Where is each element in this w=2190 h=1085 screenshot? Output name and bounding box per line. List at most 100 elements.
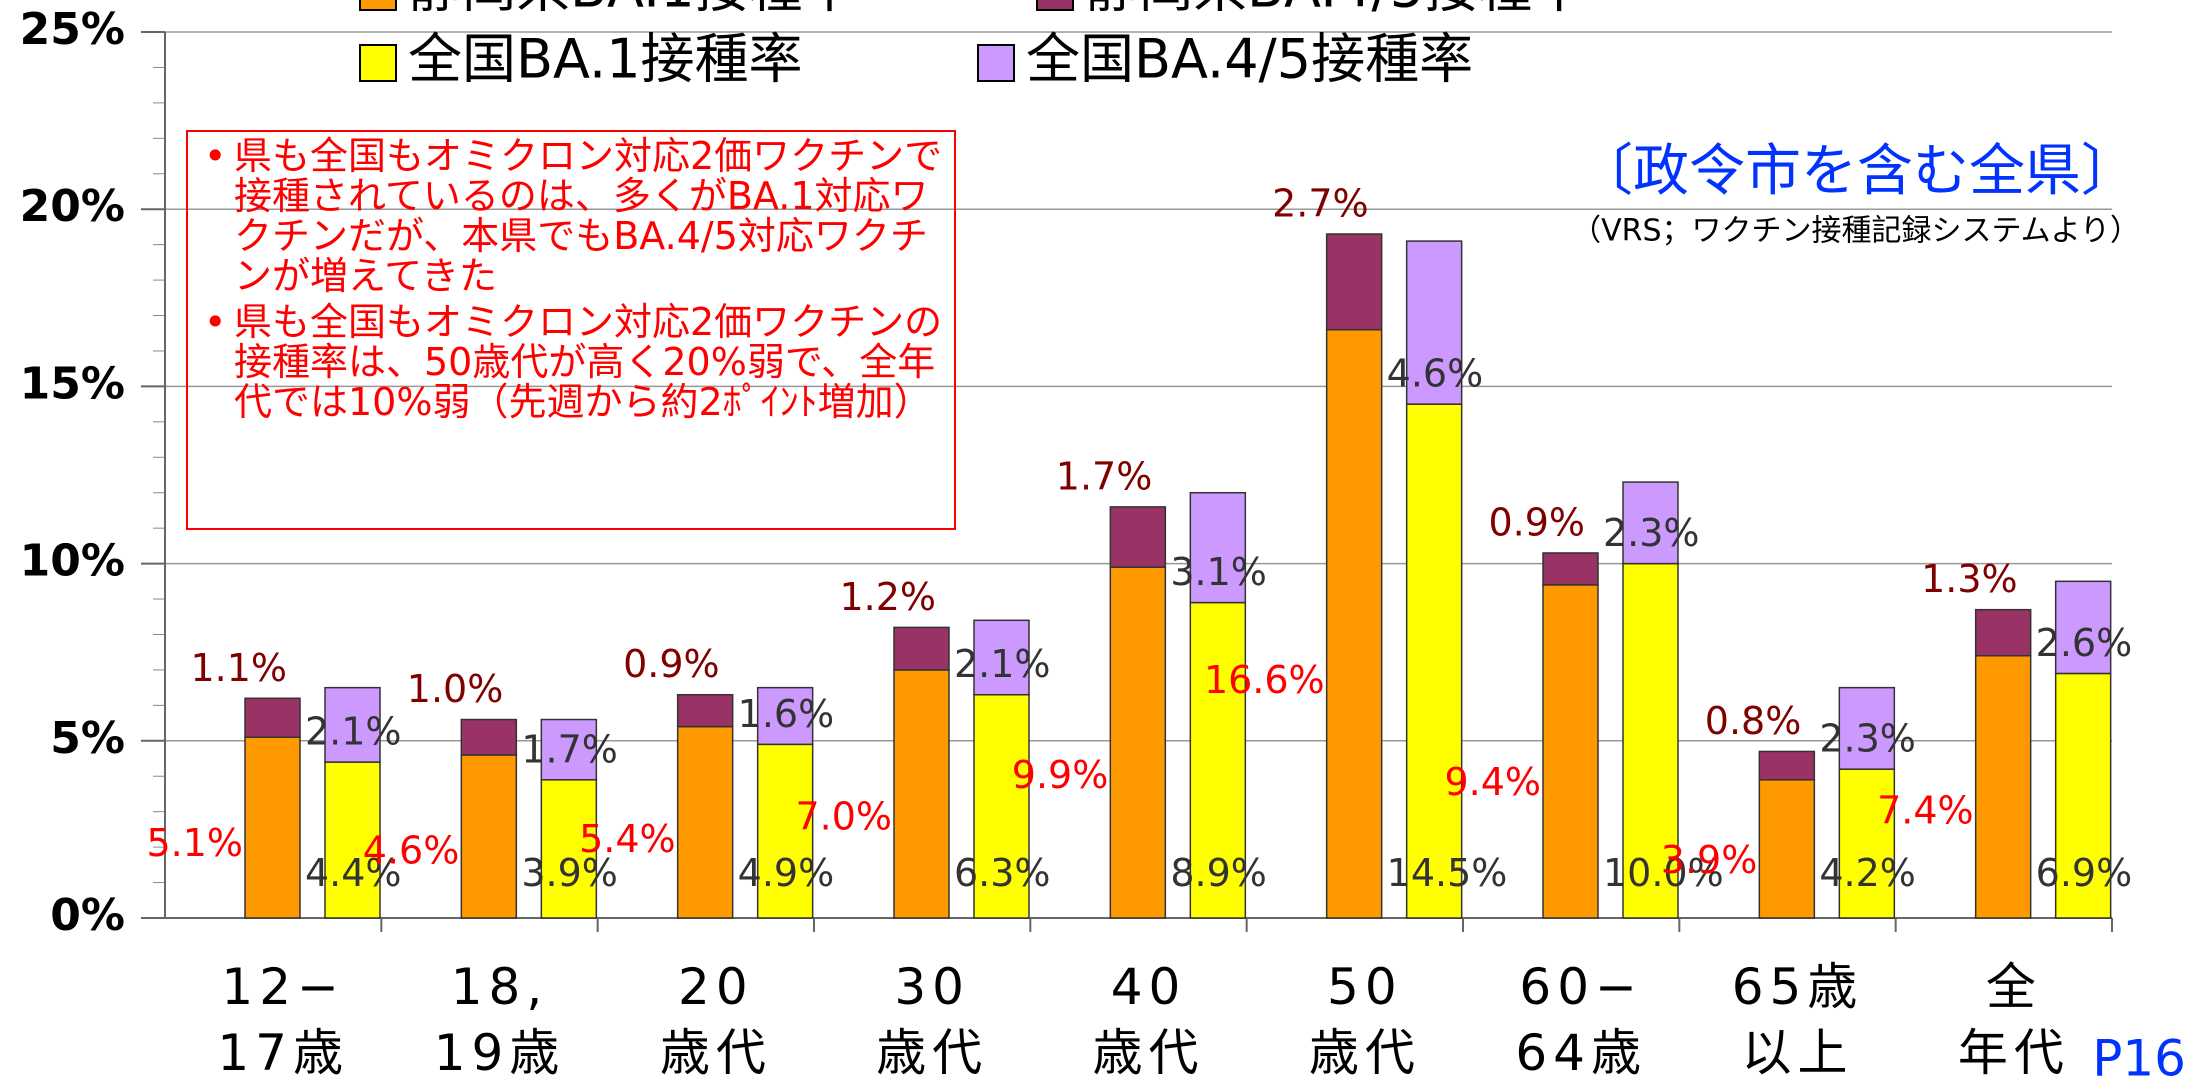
- y-tick-label: 5%: [50, 713, 125, 764]
- legend-swatch: [359, 0, 397, 11]
- bar-segment: [1325, 328, 1383, 919]
- bar-segment: [1189, 491, 1247, 604]
- bar-segment: [540, 718, 598, 781]
- x-tick-label: 40 歳代: [1093, 958, 1205, 1082]
- bar-segment: [1758, 750, 1816, 781]
- bar-segment: [1542, 552, 1599, 586]
- bar-segment: [1838, 768, 1896, 919]
- value-label: 4.6%: [1387, 352, 1484, 396]
- value-label: 3.1%: [1170, 550, 1267, 594]
- x-tick-label: 30 歳代: [876, 958, 988, 1082]
- bar-segment: [324, 686, 381, 763]
- bar-segment: [1838, 686, 1896, 770]
- value-label: 4.4%: [305, 851, 402, 895]
- bar-segment: [244, 697, 301, 739]
- legend-label: 静岡県BA.1接種率: [408, 0, 857, 20]
- value-label: 7.4%: [1877, 789, 1974, 833]
- notes-box: 県も全国もオミクロン対応2価ワクチンで接種されているのは、多くがBA.1対応ワク…: [186, 130, 956, 530]
- source-note: （VRS；ワクチン接種記録システムより）: [1571, 214, 2140, 249]
- value-label: 2.1%: [954, 642, 1051, 686]
- bar-segment: [1622, 562, 1679, 919]
- bar-segment: [1325, 233, 1383, 331]
- bar-segment: [460, 754, 518, 919]
- value-label: 10.0%: [1603, 851, 1724, 895]
- bar-segment: [1974, 608, 2032, 657]
- note: 県も全国もオミクロン対応2価ワクチンで接種されているのは、多くがBA.1対応ワク…: [196, 136, 946, 296]
- value-label: 1.1%: [190, 646, 287, 690]
- value-label: 1.0%: [407, 667, 504, 711]
- value-label: 14.5%: [1387, 851, 1508, 895]
- bar-segment: [2054, 580, 2112, 675]
- value-label: 1.7%: [1056, 454, 1153, 498]
- value-label: 1.6%: [738, 692, 835, 736]
- value-label: 0.9%: [1488, 500, 1585, 544]
- value-label: 2.1%: [305, 710, 402, 754]
- value-label: 2.7%: [1272, 182, 1369, 226]
- bar-segment: [676, 725, 734, 919]
- value-label: 4.9%: [738, 851, 835, 895]
- value-label: 5.1%: [146, 821, 243, 865]
- page-number: P16: [2092, 1030, 2186, 1085]
- legend-label: 全国BA.1接種率: [408, 28, 803, 91]
- scope-note: 〔政令市を含む全県〕: [1577, 139, 2137, 204]
- bar-segment: [1405, 403, 1463, 919]
- value-label: 2.6%: [2036, 621, 2133, 665]
- x-tick-label: 65歳以上: [1732, 958, 1864, 1082]
- bar-segment: [540, 779, 598, 919]
- x-tick-label: 18, 19歳: [434, 958, 566, 1082]
- bar-segment: [324, 761, 381, 919]
- value-label: 1.7%: [521, 727, 618, 771]
- y-tick-label: 25%: [20, 4, 125, 55]
- bar-segment: [2054, 672, 2112, 919]
- bar-segment: [756, 686, 814, 746]
- bar-segment: [676, 693, 734, 728]
- bar-segment: [973, 619, 1030, 696]
- bar-segment: [893, 669, 950, 919]
- x-tick-label: 20 歳代: [660, 958, 772, 1082]
- value-label: 4.6%: [363, 828, 460, 872]
- bar-segment: [973, 693, 1030, 919]
- value-label: 2.3%: [1819, 717, 1916, 761]
- value-label: 0.9%: [623, 642, 720, 686]
- y-tick-label: 15%: [20, 358, 125, 409]
- x-tick-label: 12− 17歳: [217, 958, 349, 1082]
- value-label: 3.9%: [521, 851, 618, 895]
- legend-label: 静岡県BA.4/5接種率: [1085, 0, 1586, 20]
- value-label: 9.4%: [1444, 760, 1541, 804]
- x-tick-label: 50 歳代: [1309, 958, 1421, 1082]
- value-label: 6.9%: [2036, 851, 2133, 895]
- bar-segment: [893, 626, 950, 671]
- bar-segment: [1974, 654, 2032, 919]
- value-label: 16.6%: [1204, 658, 1325, 702]
- value-label: 1.2%: [839, 575, 936, 619]
- note: 県も全国もオミクロン対応2価ワクチンの接種率は、50歳代が高く20%弱で、全年代…: [196, 302, 946, 422]
- value-label: 8.9%: [1170, 851, 1267, 895]
- value-label: 1.3%: [1921, 557, 2018, 601]
- x-tick-label: 全年代: [1958, 958, 2070, 1082]
- bar-segment: [1405, 240, 1463, 405]
- legend-swatch: [359, 44, 397, 82]
- bar-segment: [460, 718, 518, 756]
- bar-segment: [1542, 584, 1599, 919]
- bar-segment: [1109, 506, 1167, 568]
- legend-swatch: [1036, 0, 1074, 11]
- x-tick-label: 60− 64歳: [1515, 958, 1647, 1082]
- y-tick-label: 10%: [20, 536, 125, 587]
- y-tick-label: 0%: [50, 890, 125, 941]
- value-label: 5.4%: [579, 817, 676, 861]
- value-label: 9.9%: [1012, 753, 1109, 797]
- bar-segment: [756, 743, 814, 919]
- y-tick-label: 20%: [20, 181, 125, 232]
- value-label: 0.8%: [1705, 699, 1802, 743]
- bar-segment: [244, 736, 301, 919]
- bar-segment: [1758, 779, 1816, 919]
- value-label: 3.9%: [1661, 838, 1758, 882]
- value-label: 2.3%: [1603, 511, 1700, 555]
- value-label: 7.0%: [795, 794, 892, 838]
- bar-segment: [1622, 481, 1679, 565]
- legend-label: 全国BA.4/5接種率: [1026, 28, 1473, 91]
- bar-segment: [1189, 601, 1247, 919]
- bar-segment: [1109, 566, 1167, 919]
